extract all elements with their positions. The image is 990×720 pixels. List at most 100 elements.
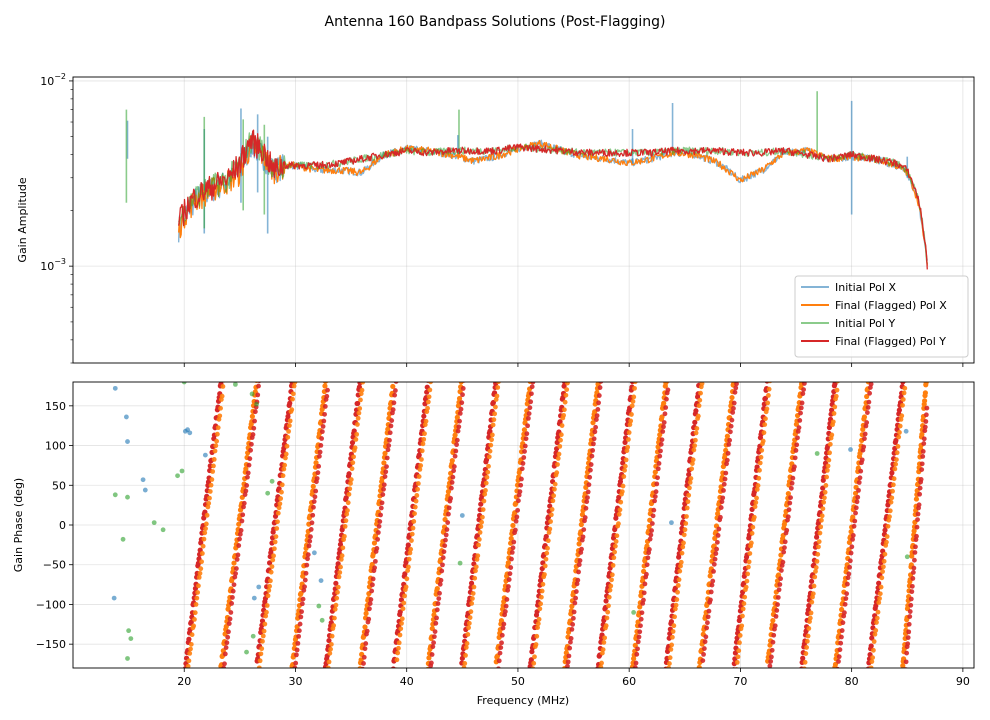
phase-point-final	[389, 418, 395, 423]
phase-point-final	[873, 628, 879, 633]
phase-point-final	[367, 606, 372, 612]
phase-point-final	[446, 511, 451, 517]
phase-point-final	[868, 643, 874, 649]
phase-point-final	[434, 607, 440, 613]
phase-point-final	[853, 505, 859, 511]
phase-point-final	[576, 541, 582, 547]
phase-point-final	[922, 424, 928, 430]
phase-point-final	[767, 663, 773, 668]
phase-point-final	[416, 474, 422, 479]
phase-point-final	[913, 544, 918, 550]
phase-point-final	[291, 383, 297, 389]
phase-point-final	[419, 457, 424, 462]
phase-point-initial	[112, 492, 118, 498]
phase-point-final	[197, 570, 203, 576]
phase-point-final	[412, 511, 417, 516]
phase-point-final	[350, 460, 356, 466]
phase-point-final	[474, 533, 480, 539]
phase-point-final	[561, 412, 567, 418]
phase-point-final	[482, 491, 488, 497]
phase-point-final	[757, 467, 762, 473]
phase-point-final	[893, 437, 899, 444]
phase-point-initial	[179, 468, 185, 474]
phase-point-final	[684, 514, 689, 519]
phase-point-final	[754, 487, 760, 492]
phase-point-final	[770, 639, 776, 645]
phase-point-final	[648, 532, 654, 538]
phase-point-final	[596, 400, 601, 406]
phase-point-final	[377, 519, 383, 524]
phase-point-final	[632, 665, 638, 668]
phase-point-final	[836, 659, 841, 664]
phase-point-final	[576, 569, 581, 575]
phase-point-final	[919, 461, 925, 467]
phase-point-final	[636, 634, 642, 640]
phase-point-final	[703, 634, 709, 640]
phase-point-final	[915, 511, 921, 517]
phase-point-final	[374, 545, 380, 551]
phase-point-final	[708, 597, 713, 603]
phase-point-final	[428, 382, 434, 385]
phase-point-final	[381, 486, 386, 492]
phase-point-final	[290, 396, 295, 402]
phase-point-final	[663, 382, 669, 386]
phase-point-final	[570, 622, 576, 627]
phase-point-final	[542, 563, 548, 569]
phase-point-final	[356, 410, 362, 416]
phase-point-final	[837, 647, 843, 653]
phase-point-final	[404, 576, 410, 582]
phase-point-final	[862, 436, 867, 442]
phase-point-final	[191, 623, 197, 629]
phase-point-final	[803, 651, 809, 656]
phase-point-final	[888, 499, 894, 505]
phase-point-final	[565, 663, 570, 668]
phase-point-final	[203, 526, 208, 532]
phase-point-final	[444, 527, 450, 532]
phase-point-final	[381, 482, 387, 488]
phase-point-final	[874, 615, 880, 621]
phase-point-final	[915, 517, 920, 523]
phase-point-final	[851, 523, 857, 529]
phase-point-final	[476, 542, 481, 548]
phase-point-final	[398, 626, 404, 632]
phase-point-final	[213, 443, 219, 449]
phase-point-final	[880, 564, 886, 570]
phase-point-final	[448, 496, 454, 501]
phase-point-final	[454, 442, 459, 448]
phase-point-final	[708, 589, 714, 595]
phase-point-final	[619, 489, 625, 494]
phase-x-tick-label: 70	[733, 675, 747, 688]
phase-point-initial	[459, 513, 465, 518]
phase-point-final	[685, 499, 691, 505]
phase-point-final	[804, 638, 810, 644]
phase-point-final	[884, 539, 889, 545]
phase-point-final	[478, 501, 484, 507]
phase-point-initial	[251, 595, 257, 601]
phase-point-final	[227, 616, 233, 622]
phase-point-final	[823, 483, 829, 488]
phase-point-final	[324, 393, 330, 399]
phase-point-final	[448, 485, 454, 491]
phase-point-final	[649, 528, 655, 533]
phase-point-final	[565, 659, 571, 665]
phase-point-final	[415, 481, 421, 486]
phase-point-final	[700, 658, 706, 663]
phase-point-final	[666, 665, 672, 668]
phase-point-final	[721, 481, 727, 487]
phase-point-final	[215, 425, 221, 431]
phase-point-final	[596, 393, 602, 398]
phase-point-final	[637, 629, 643, 635]
phase-point-final	[515, 507, 521, 513]
phase-point-final	[597, 385, 603, 390]
phase-point-final	[477, 530, 483, 535]
phase-point-final	[586, 482, 592, 488]
phase-point-final	[669, 634, 675, 640]
phase-point-final	[754, 495, 759, 501]
phase-point-final	[319, 429, 325, 435]
phase-point-final	[753, 500, 759, 505]
phase-point-final	[468, 580, 475, 586]
phase-point-final	[565, 382, 570, 386]
phase-point-final	[346, 491, 352, 497]
phase-point-final	[425, 405, 430, 411]
phase-point-initial	[311, 550, 317, 556]
